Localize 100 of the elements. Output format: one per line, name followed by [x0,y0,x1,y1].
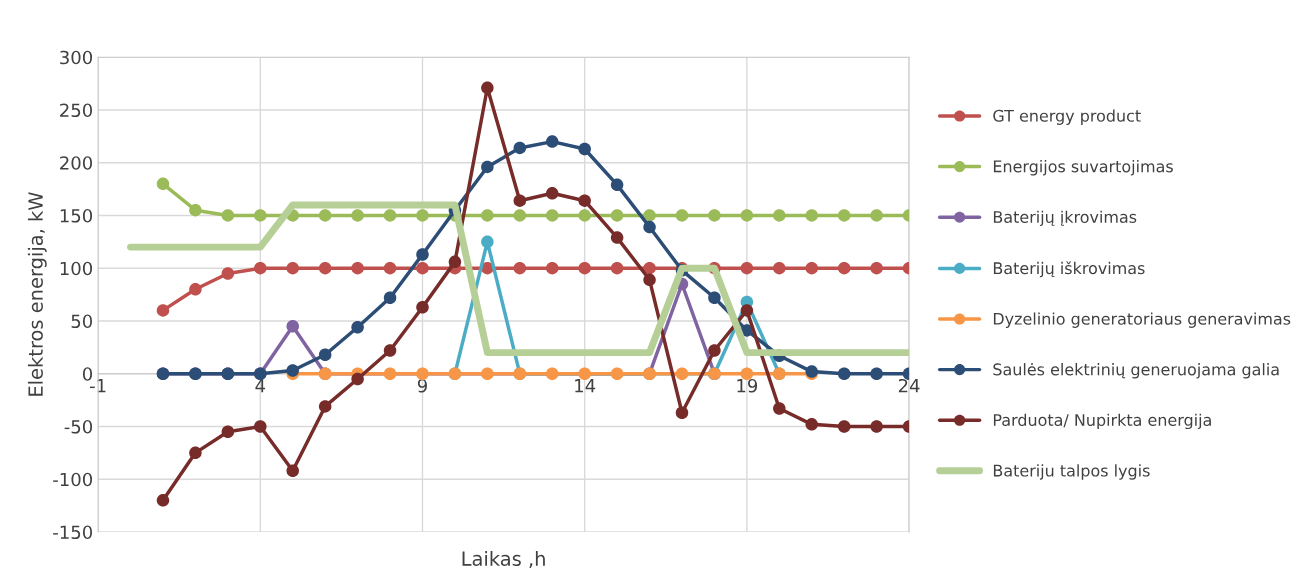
point [286,464,299,478]
point [805,418,818,431]
point [740,209,754,222]
y-tick-label: 250 [60,103,93,118]
point [189,203,202,217]
point [416,300,429,314]
point [156,494,170,507]
x-tick-label: 19 [737,378,758,393]
point [416,367,429,380]
point [870,261,883,275]
y-tick-label: 300 [60,50,93,65]
point [513,209,527,222]
point [805,261,818,275]
point [610,261,624,275]
point [286,261,299,275]
point [610,367,624,380]
point [675,367,689,380]
x-tick-label: 4 [255,379,266,393]
point [740,367,754,380]
point [318,348,332,361]
point [351,321,364,334]
legend-label: Parduota/ Nupirkta energija [993,413,1211,430]
point [481,81,494,95]
legend-label: Baterijų įkrovimas [993,210,1137,227]
y-tick-label: -50 [64,419,93,434]
point [578,194,591,207]
point [578,261,591,275]
point [610,178,624,192]
x-tick-label: 14 [575,379,596,393]
y-tick-label: 100 [60,261,93,276]
point [773,209,786,222]
legend-label: Saulės elektrinių generuojama galia [993,363,1279,379]
y-tick-label: -150 [53,525,93,540]
y-tick-label: 50 [71,314,93,329]
point [221,209,235,222]
point [448,255,462,269]
point [513,141,527,155]
point [643,261,656,275]
y-tick-label: 200 [60,156,93,170]
point [383,344,397,357]
x-tick-label: -1 [89,379,106,393]
point [481,209,494,222]
point [837,367,851,380]
point [383,291,397,304]
point [481,235,494,249]
point [351,209,364,222]
point [545,209,559,222]
point [837,420,851,433]
point [416,261,429,275]
point [870,367,883,380]
point [351,372,364,386]
point [545,187,559,200]
point [318,400,332,413]
point [708,344,721,357]
point [318,261,332,275]
point [870,209,883,222]
point [383,209,397,222]
point [773,261,786,275]
point [773,402,786,415]
point [189,283,202,296]
point [578,367,591,380]
point [416,248,429,261]
point [837,261,851,275]
legend-label: GT energy product [993,109,1141,125]
legend-label: Dyzelinio generatoriaus generavimas [993,312,1291,328]
point [513,261,527,275]
point [383,367,397,380]
point [545,367,559,380]
y-tick-label: -100 [53,472,93,487]
point [383,261,397,275]
legend-label: Energijos suvartojimas [993,160,1173,176]
y-tick-label: 0 [82,367,93,381]
point [578,142,591,156]
point [805,209,818,222]
point [708,209,721,222]
point [643,273,656,287]
legend-label: Baterijų iškrovimas [993,261,1145,278]
point [189,446,202,460]
point [221,425,235,438]
legend-label: Bateriju talpos lygis [993,464,1150,480]
point [675,406,689,419]
point [610,209,624,222]
point [318,209,332,222]
point [156,177,170,191]
x-axis-title: Laikas ,h [462,550,545,568]
point [740,261,754,275]
point [254,209,267,222]
point [513,194,527,207]
point [481,160,494,174]
point [221,267,235,280]
y-tick-label: 150 [60,208,93,223]
point [643,220,656,234]
point [545,135,559,148]
point [416,209,429,222]
point [481,367,494,380]
point [254,420,267,433]
point [675,209,689,222]
point [837,209,851,222]
x-tick-label: 24 [898,378,920,393]
point [254,261,267,275]
